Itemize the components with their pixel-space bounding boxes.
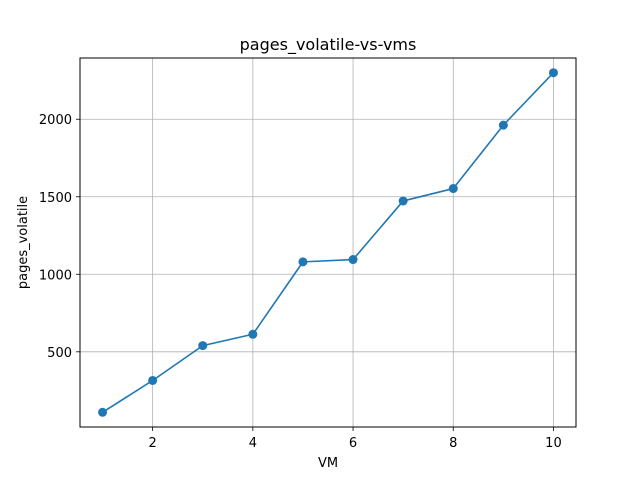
y-tick-label: 2000: [39, 113, 72, 128]
y-axis-title: pages_volatile: [16, 196, 31, 289]
chart-title: pages_volatile-vs-vms: [240, 35, 417, 55]
x-tick-label: 2: [149, 436, 157, 451]
grid: [80, 58, 576, 427]
data-point: [248, 329, 258, 339]
data-point: [148, 375, 158, 385]
x-tick-label: 10: [545, 436, 562, 451]
y-tick-label: 1500: [39, 191, 72, 206]
data-point: [98, 407, 108, 417]
series-layer: [98, 68, 558, 417]
y-tick-label: 1000: [39, 268, 72, 283]
x-tick-label: 8: [449, 436, 457, 451]
data-point: [548, 68, 558, 78]
series-line: [102, 72, 555, 413]
data-point: [498, 120, 508, 130]
data-point: [348, 255, 358, 265]
data-point: [398, 196, 408, 206]
plot-frame: [79, 57, 577, 428]
x-tick-label: 6: [349, 436, 357, 451]
x-tick-label: 4: [249, 436, 257, 451]
y-tick-label: 500: [47, 346, 72, 361]
data-point: [298, 257, 308, 267]
x-axis-title: VM: [318, 456, 338, 471]
data-point: [448, 184, 458, 194]
data-point: [198, 341, 208, 351]
ticks: 2 4 6 8 10 500 1000 1500 2000: [39, 113, 562, 451]
